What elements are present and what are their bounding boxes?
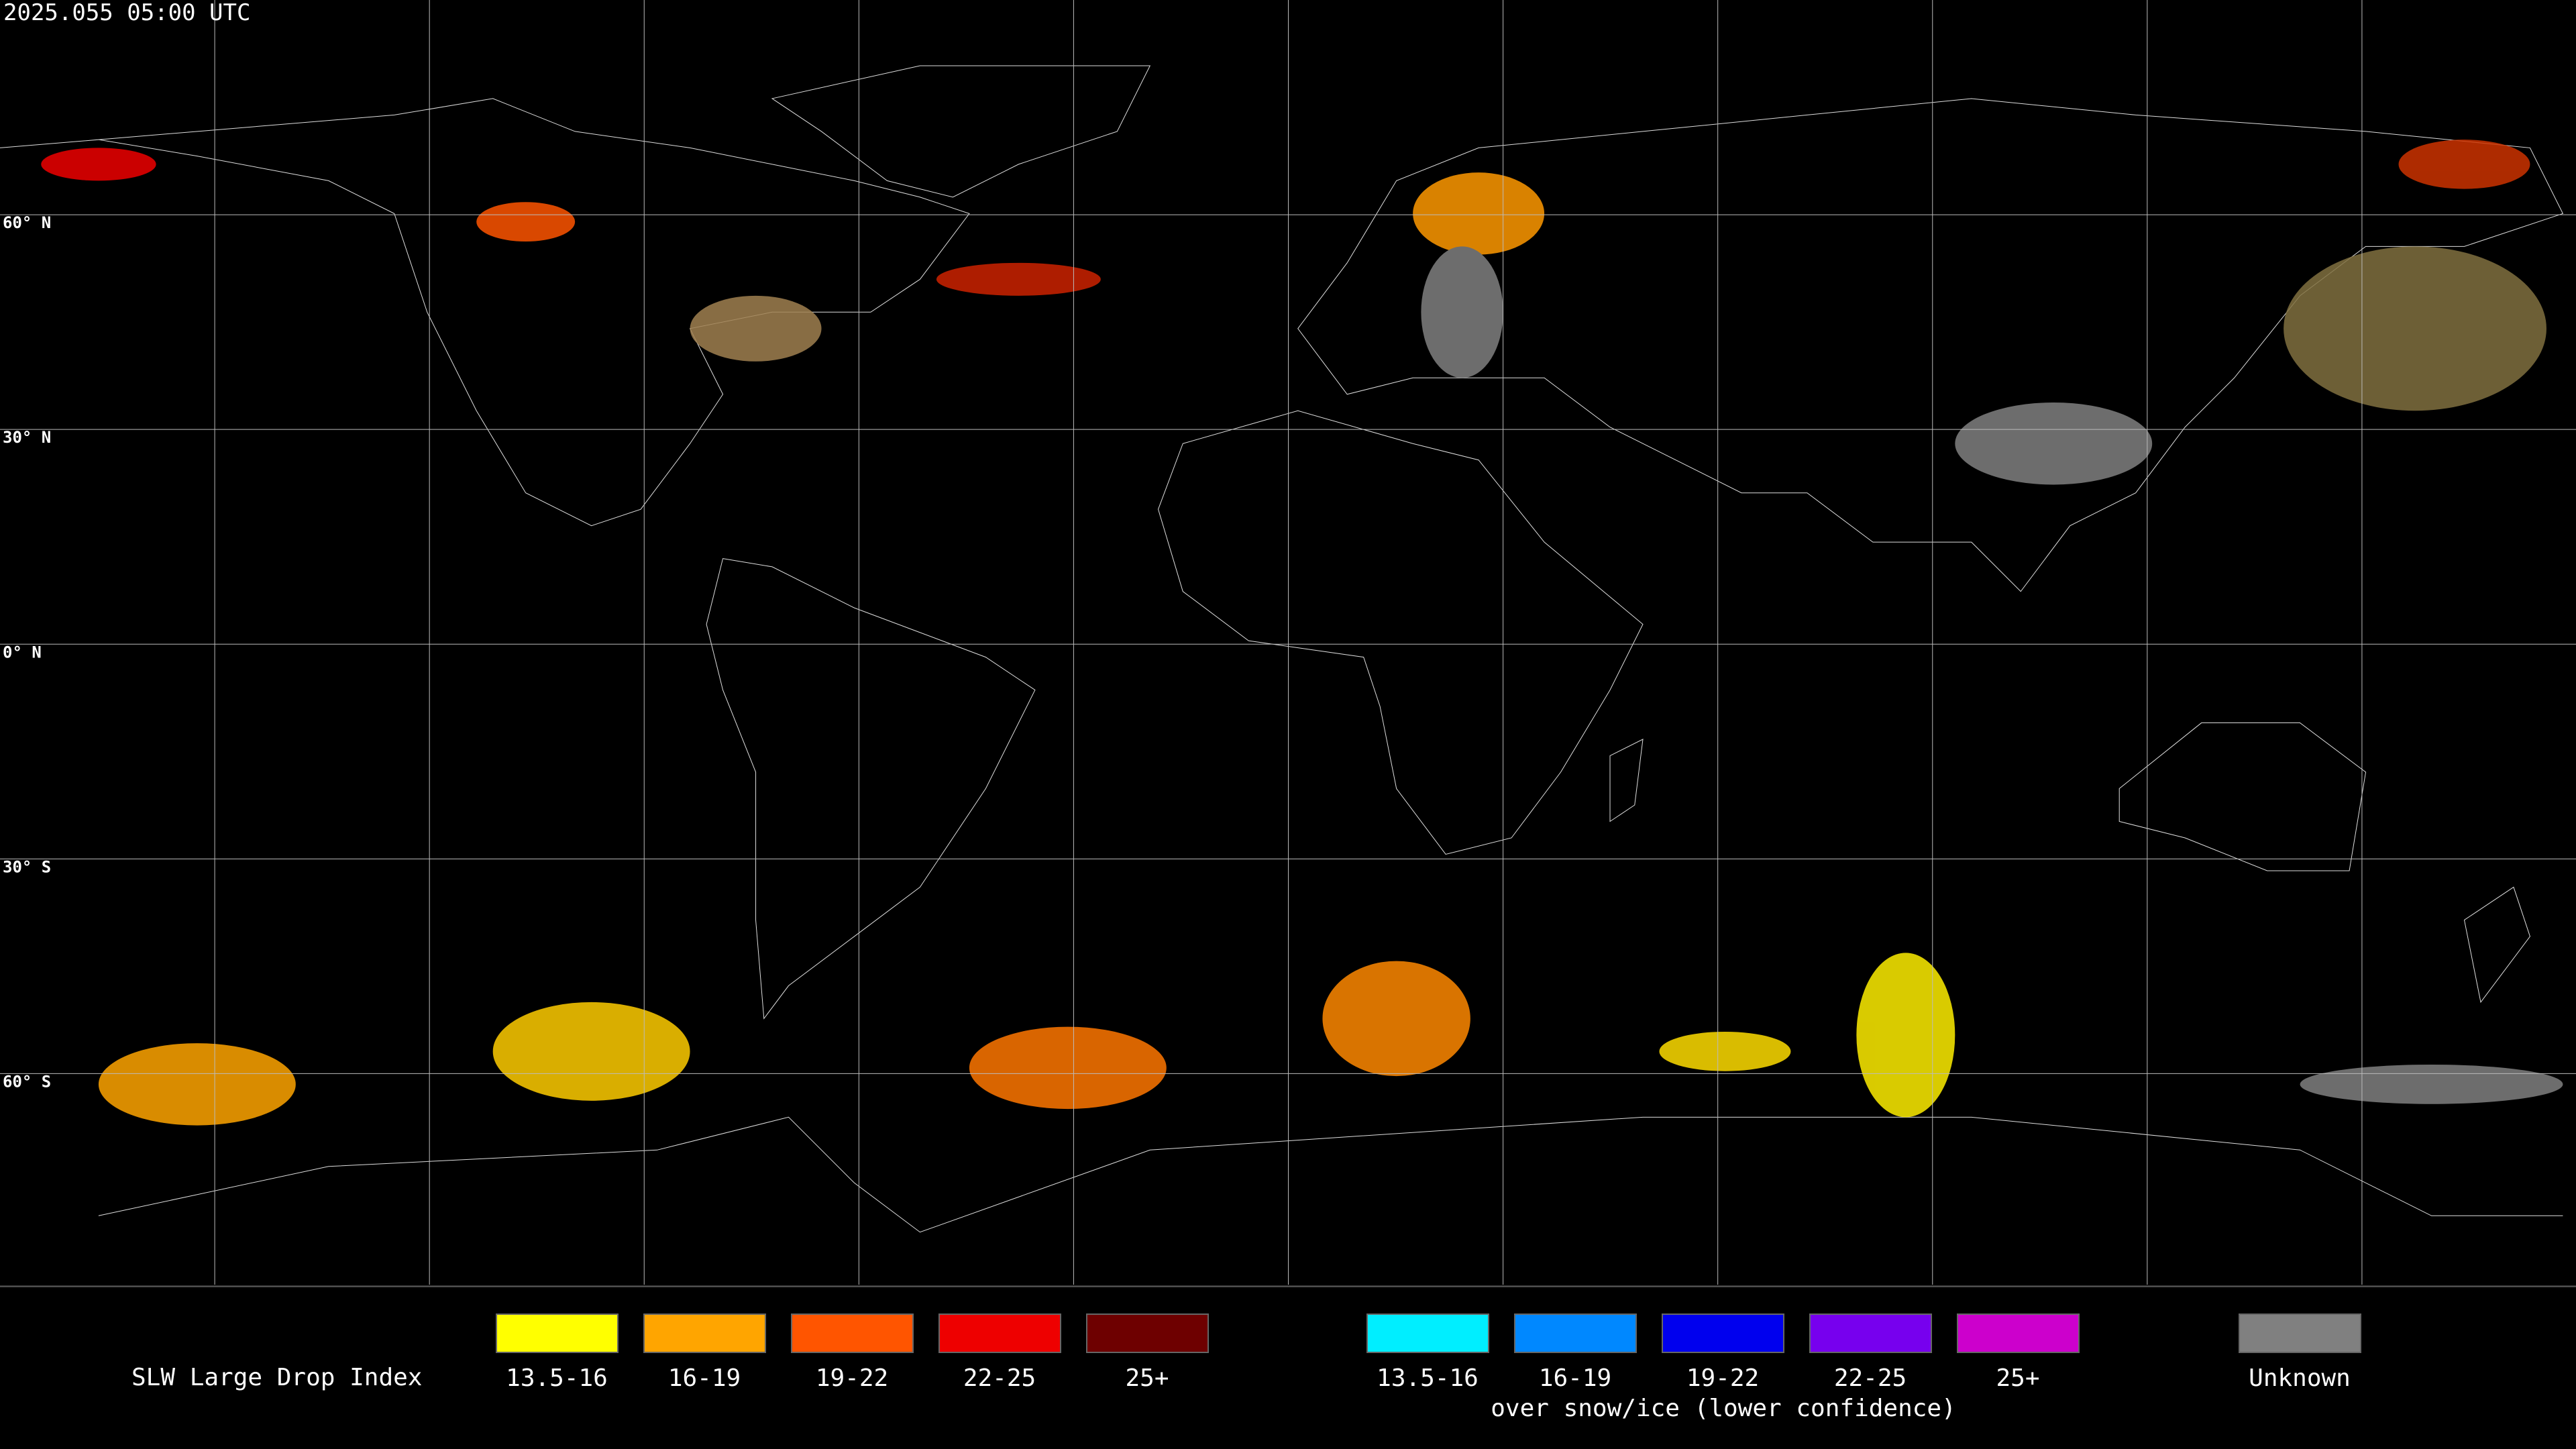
legend-swatch [1662,1313,1784,1353]
legend-swatch [1514,1313,1637,1353]
legend-swatch [791,1313,914,1353]
coastlines [0,66,2563,1232]
legend: 13.5-16 16-19 19-22 22-25 25+ 13.5-16 16-19 19-… [496,1313,2361,1422]
legend-swatch [1086,1313,1209,1353]
legend-label: 22-25 [963,1364,1036,1392]
legend-label: 25+ [1996,1364,2039,1392]
legend-label: 19-22 [816,1364,888,1392]
legend-swatch [643,1313,766,1353]
latitude-label: 60° S [3,1072,51,1091]
legend-swatch [1957,1313,2080,1353]
cloud-field [41,140,2563,1126]
legend-label: 16-19 [668,1364,741,1392]
legend-label: 13.5-16 [506,1364,608,1392]
latitude-labels: 60° N 30° N 0° N 30° S 60° S [3,213,51,1091]
legend-label: Unknown [2249,1364,2351,1392]
legend-swatch [938,1313,1061,1353]
timestamp: 2025.055 05:00 UTC [3,0,250,26]
legend-label: 16-19 [1539,1364,1611,1392]
legend-swatch [2239,1313,2361,1353]
latitude-label: 30° S [3,857,51,876]
legend-swatch [1809,1313,1932,1353]
graticule [0,0,2576,1285]
latitude-label: 30° N [3,428,51,447]
map [0,0,2576,1287]
legend-title: SLW Large Drop Index [131,1364,422,1391]
legend-label: 19-22 [1686,1364,1759,1392]
legend-swatch [496,1313,619,1353]
legend-note: over snow/ice (lower confidence) [1491,1395,1956,1422]
legend-label: 22-25 [1834,1364,1907,1392]
latitude-label: 60° N [3,213,51,232]
legend-label: 25+ [1125,1364,1169,1392]
legend-swatch [1366,1313,1489,1353]
latitude-label: 0° N [3,643,42,661]
legend-label: 13.5-16 [1377,1364,1479,1392]
